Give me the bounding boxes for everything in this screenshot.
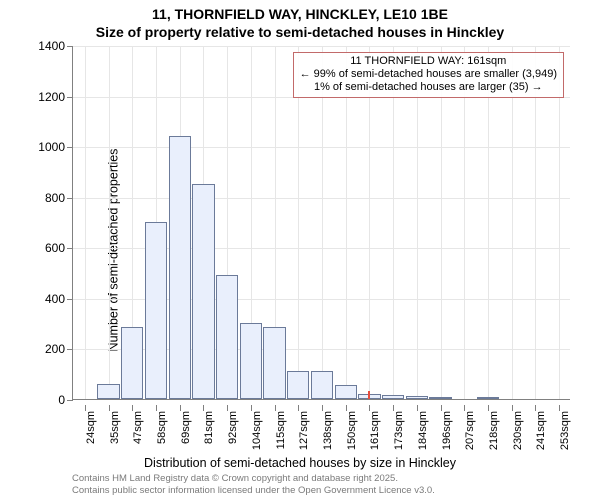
x-tick-label: 218sqm <box>488 411 500 450</box>
histogram-bar <box>335 385 357 399</box>
highlight-marker <box>368 391 370 399</box>
x-tick-label: 58sqm <box>156 411 168 444</box>
gridline-v <box>441 46 442 399</box>
title-line-2: Size of property relative to semi-detach… <box>0 24 600 42</box>
gridline-v <box>109 46 110 399</box>
gridline-v <box>535 46 536 399</box>
gridline-v <box>488 46 489 399</box>
annotation-line-3: 1% of semi-detached houses are larger (3… <box>300 81 557 94</box>
x-tick-label: 115sqm <box>275 411 287 449</box>
histogram-bar <box>406 396 428 399</box>
y-tick-label: 600 <box>45 241 65 255</box>
data-attribution: Contains HM Land Registry data © Crown c… <box>72 473 435 496</box>
annotation-line-1: 11 THORNFIELD WAY: 161sqm <box>300 55 557 68</box>
x-tick-label: 138sqm <box>322 411 334 450</box>
y-tick-label: 200 <box>45 342 65 356</box>
y-tick-label: 1200 <box>38 90 65 104</box>
title-line-1: 11, THORNFIELD WAY, HINCKLEY, LE10 1BE <box>0 6 600 24</box>
chart-title-block: 11, THORNFIELD WAY, HINCKLEY, LE10 1BE S… <box>0 0 600 41</box>
y-tick-label: 1400 <box>38 39 65 53</box>
x-tick-label: 230sqm <box>512 411 524 450</box>
gridline-v <box>559 46 560 399</box>
histogram-bar <box>240 323 262 399</box>
gridline-v <box>464 46 465 399</box>
x-tick-label: 24sqm <box>85 411 97 444</box>
y-tick-label: 800 <box>45 191 65 205</box>
gridline-v <box>85 46 86 399</box>
x-axis-label: Distribution of semi-detached houses by … <box>144 456 456 470</box>
gridline-v <box>346 46 347 399</box>
x-tick-label: 92sqm <box>227 411 239 444</box>
x-tick-label: 241sqm <box>535 411 547 450</box>
gridline-v <box>322 46 323 399</box>
plot-area: 24sqm35sqm47sqm58sqm69sqm81sqm92sqm104sq… <box>72 46 570 400</box>
x-tick-label: 81sqm <box>203 411 215 444</box>
gridline-v <box>417 46 418 399</box>
y-tick-label: 1000 <box>38 140 65 154</box>
x-tick-label: 161sqm <box>369 411 381 450</box>
x-tick-label: 35sqm <box>109 411 121 444</box>
gridline-v <box>512 46 513 399</box>
histogram-bar <box>263 327 285 399</box>
histogram-bar <box>216 275 238 399</box>
y-tick-label: 0 <box>58 393 65 407</box>
annotation-line-2: ← 99% of semi-detached houses are smalle… <box>300 68 557 81</box>
gridline-h <box>73 147 570 148</box>
x-tick-label: 207sqm <box>464 411 476 450</box>
gridline-v <box>369 46 370 399</box>
histogram-bar <box>169 136 191 399</box>
histogram-chart: 11, THORNFIELD WAY, HINCKLEY, LE10 1BE S… <box>0 0 600 500</box>
histogram-bar <box>287 371 309 399</box>
x-tick-label: 47sqm <box>132 411 144 444</box>
histogram-bar <box>382 395 404 399</box>
gridline-v <box>298 46 299 399</box>
x-tick-label: 104sqm <box>251 411 263 450</box>
histogram-bar <box>121 327 143 399</box>
histogram-bar <box>145 222 167 399</box>
x-tick-label: 253sqm <box>559 411 571 450</box>
note-line-1: Contains HM Land Registry data © Crown c… <box>72 473 435 484</box>
y-tick-label: 400 <box>45 292 65 306</box>
note-line-2: Contains public sector information licen… <box>72 485 435 496</box>
x-tick-label: 150sqm <box>346 411 358 450</box>
gridline-v <box>393 46 394 399</box>
x-tick-label: 196sqm <box>441 411 453 450</box>
x-tick-label: 69sqm <box>180 411 192 444</box>
x-tick-label: 173sqm <box>393 411 405 450</box>
histogram-bar <box>311 371 333 399</box>
annotation-box: 11 THORNFIELD WAY: 161sqm ← 99% of semi-… <box>293 52 564 98</box>
x-tick-label: 127sqm <box>298 411 310 450</box>
gridline-h <box>73 198 570 199</box>
histogram-bar <box>429 397 451 399</box>
x-tick-label: 184sqm <box>417 411 429 450</box>
histogram-bar <box>97 384 119 399</box>
histogram-bar <box>477 397 499 399</box>
histogram-bar <box>192 184 214 399</box>
gridline-h <box>73 46 570 47</box>
